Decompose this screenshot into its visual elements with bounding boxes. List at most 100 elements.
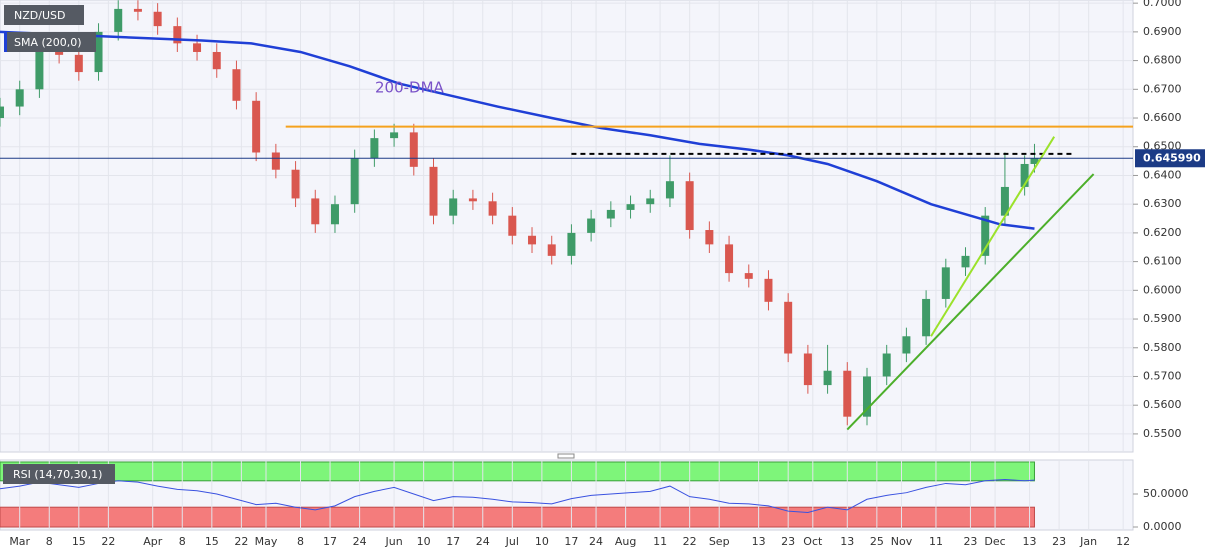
- x-tick-label: 15: [205, 535, 219, 548]
- y-tick-label: 0.6800: [1143, 54, 1182, 67]
- x-tick-label: 10: [535, 535, 549, 548]
- candle-body: [843, 370, 852, 417]
- level-line: [846, 173, 1095, 431]
- last-price-label: 0.645990: [1143, 151, 1201, 164]
- candle-body: [0, 106, 4, 119]
- candle-body: [626, 204, 635, 210]
- indicator-tag: [4, 32, 96, 52]
- candle-body: [271, 152, 280, 170]
- candle-body: [330, 204, 339, 225]
- x-tick-label: 23: [963, 535, 977, 548]
- indicator-swatch: [4, 32, 7, 52]
- x-tick-label: 15: [72, 535, 86, 548]
- candle-body: [764, 278, 773, 302]
- candle-body: [823, 370, 832, 386]
- sma-annotation: 200-DMA: [375, 79, 445, 97]
- y-tick-label: 0.5900: [1143, 312, 1182, 325]
- candle-body: [922, 298, 931, 337]
- y-tick-label: 0.5500: [1143, 427, 1182, 440]
- y-tick-label: 0.6600: [1143, 111, 1182, 124]
- x-tick-label: 12: [1116, 535, 1130, 548]
- x-tick-label: 22: [234, 535, 248, 548]
- y-tick-label: 0.7000: [1143, 0, 1182, 9]
- candle-body: [685, 181, 694, 231]
- x-tick-label: 22: [101, 535, 115, 548]
- y-tick-label: 0.5600: [1143, 398, 1182, 411]
- candle-body: [606, 209, 615, 219]
- x-tick-label: Jul: [505, 535, 519, 548]
- x-tick-label: 8: [179, 535, 186, 548]
- y-tick-label: 0.6100: [1143, 255, 1182, 268]
- x-tick-label: 25: [870, 535, 884, 548]
- candle-body: [1000, 186, 1009, 216]
- candle-body: [1030, 158, 1039, 164]
- symbol-tag: [4, 5, 84, 25]
- candle-body: [311, 198, 320, 225]
- candle-body: [528, 235, 537, 245]
- x-tick-label: 24: [476, 535, 490, 548]
- candle-body: [547, 244, 556, 256]
- x-tick-label: 13: [752, 535, 766, 548]
- candle-body: [705, 230, 714, 245]
- y-tick-label: 0.5800: [1143, 341, 1182, 354]
- candle-body: [981, 215, 990, 256]
- x-tick-label: Dec: [984, 535, 1005, 548]
- candle-body: [803, 353, 812, 386]
- candle-body: [882, 353, 891, 377]
- candle-body: [784, 301, 793, 354]
- candle-body: [370, 138, 379, 159]
- candle-body: [232, 69, 241, 101]
- x-tick-label: 8: [46, 535, 53, 548]
- candle-body: [567, 232, 576, 256]
- marks: [0, 0, 1133, 513]
- price-panel: [0, 0, 1134, 453]
- y-tick-label: 50.0000: [1143, 487, 1189, 500]
- x-tick-label: Mar: [9, 535, 30, 548]
- x-tick-label: 24: [353, 535, 367, 548]
- rsi-line: [0, 478, 1035, 513]
- candle-body: [665, 181, 674, 199]
- y-tick-label: 0.6000: [1143, 283, 1182, 296]
- x-tick-label: Aug: [615, 535, 636, 548]
- candle-body: [725, 244, 734, 274]
- x-tick-label: Sep: [709, 535, 730, 548]
- candle-body: [133, 8, 142, 12]
- rsi-tag: [3, 464, 115, 484]
- x-tick-label: 24: [589, 535, 603, 548]
- candle-body: [449, 198, 458, 216]
- candle-body: [15, 89, 24, 107]
- candle-body: [488, 201, 497, 216]
- x-tick-label: 11: [929, 535, 943, 548]
- x-tick-label: 17: [564, 535, 578, 548]
- x-tick-label: 17: [446, 535, 460, 548]
- candle-body: [173, 26, 182, 44]
- y-tick-label: 0.0000: [1143, 520, 1182, 533]
- candle-body: [94, 31, 103, 73]
- candle-body: [1020, 163, 1029, 187]
- sma-line: [0, 30, 1035, 230]
- y-tick-label: 0.6300: [1143, 197, 1182, 210]
- splitter[interactable]: [557, 453, 575, 459]
- candle-body: [961, 255, 970, 268]
- candle-body: [429, 166, 438, 216]
- candle-body: [252, 100, 261, 153]
- y-tick-label: 0.6400: [1143, 168, 1182, 181]
- overbought-zone: [0, 461, 1035, 482]
- x-tick-label: Oct: [803, 535, 823, 548]
- x-tick-label: May: [255, 535, 278, 548]
- oversold-zone: [0, 506, 1035, 528]
- candle-body: [74, 54, 83, 73]
- candle-body: [35, 49, 44, 90]
- candle-body: [941, 267, 950, 299]
- candle-body: [508, 215, 517, 236]
- y-tick-label: 0.5700: [1143, 369, 1182, 382]
- candle-body: [350, 158, 359, 205]
- x-tick-label: Jan: [1079, 535, 1097, 548]
- labels: NZD/USD SMA (200,0) 200-DMA RSI (14,70,3…: [3, 0, 1205, 548]
- rsi-title: RSI (14,70,30,1): [13, 468, 102, 481]
- level-line: [930, 136, 1056, 337]
- indicator: SMA (200,0): [14, 36, 82, 49]
- last-price-box: [1135, 149, 1205, 168]
- x-tick-label: 10: [417, 535, 431, 548]
